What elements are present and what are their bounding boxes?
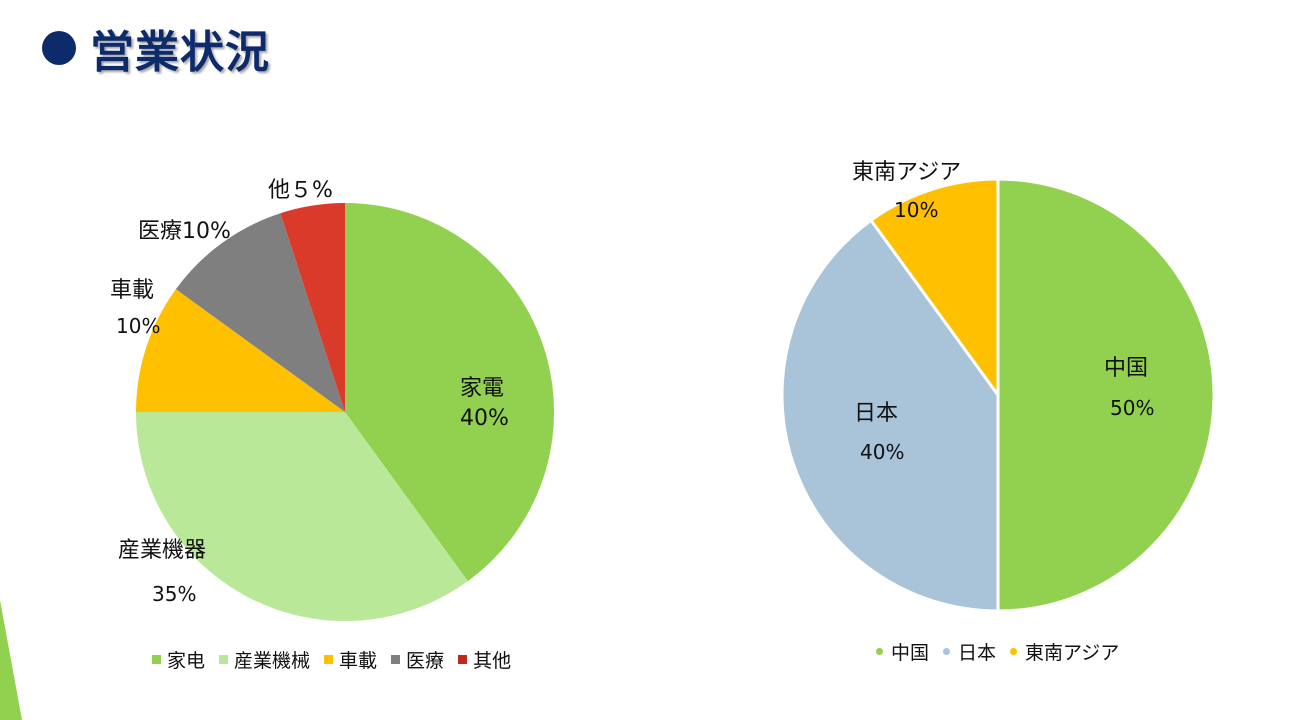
page-title: 営業状況 bbox=[90, 27, 270, 78]
legend-item: 産業機械 bbox=[219, 646, 310, 673]
legend-label: 医療 bbox=[406, 650, 445, 672]
legend-item: 車載 bbox=[324, 646, 377, 673]
legend-dot-icon bbox=[1010, 648, 1018, 655]
legend-item: 医療 bbox=[391, 646, 444, 673]
chart1-label-ta: 他５% bbox=[268, 178, 333, 203]
chart1-label-iryo: 医療10% bbox=[138, 219, 231, 244]
legend-swatch-icon bbox=[458, 655, 468, 664]
legend-label: 家电 bbox=[167, 650, 206, 672]
legend-label: 産業機械 bbox=[234, 650, 311, 672]
legend-swatch-icon bbox=[219, 655, 229, 664]
chart2-label-china: 中国 bbox=[1104, 356, 1149, 381]
chart2-slice-2 bbox=[868, 177, 1000, 400]
legend-item: 日本 bbox=[943, 638, 996, 665]
chart2-slice-1 bbox=[780, 218, 1000, 613]
legend-label: 中国 bbox=[891, 642, 930, 664]
legend-item: 中国 bbox=[876, 638, 929, 665]
legend-item: 其他 bbox=[458, 646, 511, 673]
legend-swatch-icon bbox=[324, 655, 334, 664]
chart2-value-china: 50% bbox=[1110, 396, 1155, 420]
chart1-slice-2 bbox=[136, 289, 345, 412]
title-block: 営業状況 bbox=[42, 16, 270, 80]
chart1-label-sangyo: 産業機器 bbox=[118, 538, 207, 563]
chart1-slice-3 bbox=[175, 213, 345, 412]
legend-label: 車載 bbox=[339, 650, 378, 672]
chart2-label-japan: 日本 bbox=[854, 401, 899, 426]
chart2-legend: 中国 日本 東南アジア bbox=[876, 638, 1133, 665]
chart1-value-shasai: 10% bbox=[116, 314, 161, 338]
legend-dot-icon bbox=[943, 648, 951, 655]
chart1-slice-0 bbox=[345, 203, 554, 582]
chart1-label-kaden: 家電 bbox=[460, 376, 505, 401]
corner-accent-icon bbox=[0, 600, 22, 720]
legend-item: 東南アジア bbox=[1010, 638, 1119, 665]
chart2-value-sea: 10% bbox=[894, 198, 939, 222]
chart1-value-kaden: 40% bbox=[460, 406, 509, 431]
legend-swatch-icon bbox=[391, 655, 401, 664]
legend-label: 東南アジア bbox=[1025, 642, 1120, 664]
chart2-value-japan: 40% bbox=[860, 440, 905, 464]
chart2-slice-0 bbox=[996, 177, 1216, 613]
legend-label: 日本 bbox=[958, 642, 997, 664]
chart2-label-sea: 東南アジア bbox=[852, 160, 962, 185]
chart1-label-shasai: 車載 bbox=[110, 278, 155, 303]
chart1-legend: 家电 産業機械 車載 医療 其他 bbox=[152, 646, 525, 673]
legend-label: 其他 bbox=[473, 650, 512, 672]
legend-swatch-icon bbox=[152, 655, 161, 664]
legend-item: 家电 bbox=[152, 646, 205, 673]
chart1-slice-1 bbox=[136, 412, 468, 621]
legend-dot-icon bbox=[876, 648, 883, 655]
title-bullet-icon bbox=[42, 31, 76, 65]
chart1-value-sangyo: 35% bbox=[152, 582, 197, 606]
chart1-slice-4 bbox=[280, 203, 345, 412]
